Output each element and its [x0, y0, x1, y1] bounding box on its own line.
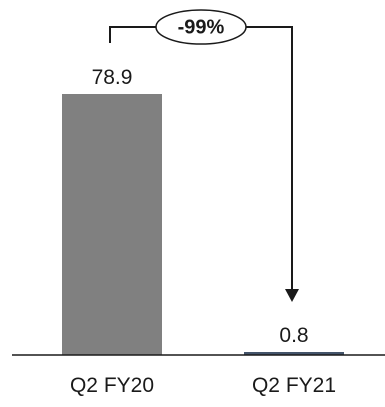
labels-group: 78.9 Q2 FY20 0.8 Q2 FY21 — [70, 66, 336, 397]
bar-2 — [244, 352, 344, 355]
change-percent-label: -99% — [178, 16, 225, 38]
bar-value-label-1: 78.9 — [92, 66, 133, 89]
bar-1 — [62, 94, 162, 355]
bars-group — [62, 94, 344, 355]
change-annotation: -99% — [109, 9, 299, 302]
change-badge — [155, 9, 247, 45]
x-tick-label-2: Q2 FY21 — [252, 374, 336, 397]
x-tick-label-1: Q2 FY20 — [70, 374, 154, 397]
change-arrow-head — [285, 289, 299, 302]
bar-value-label-2: 0.8 — [279, 324, 308, 347]
